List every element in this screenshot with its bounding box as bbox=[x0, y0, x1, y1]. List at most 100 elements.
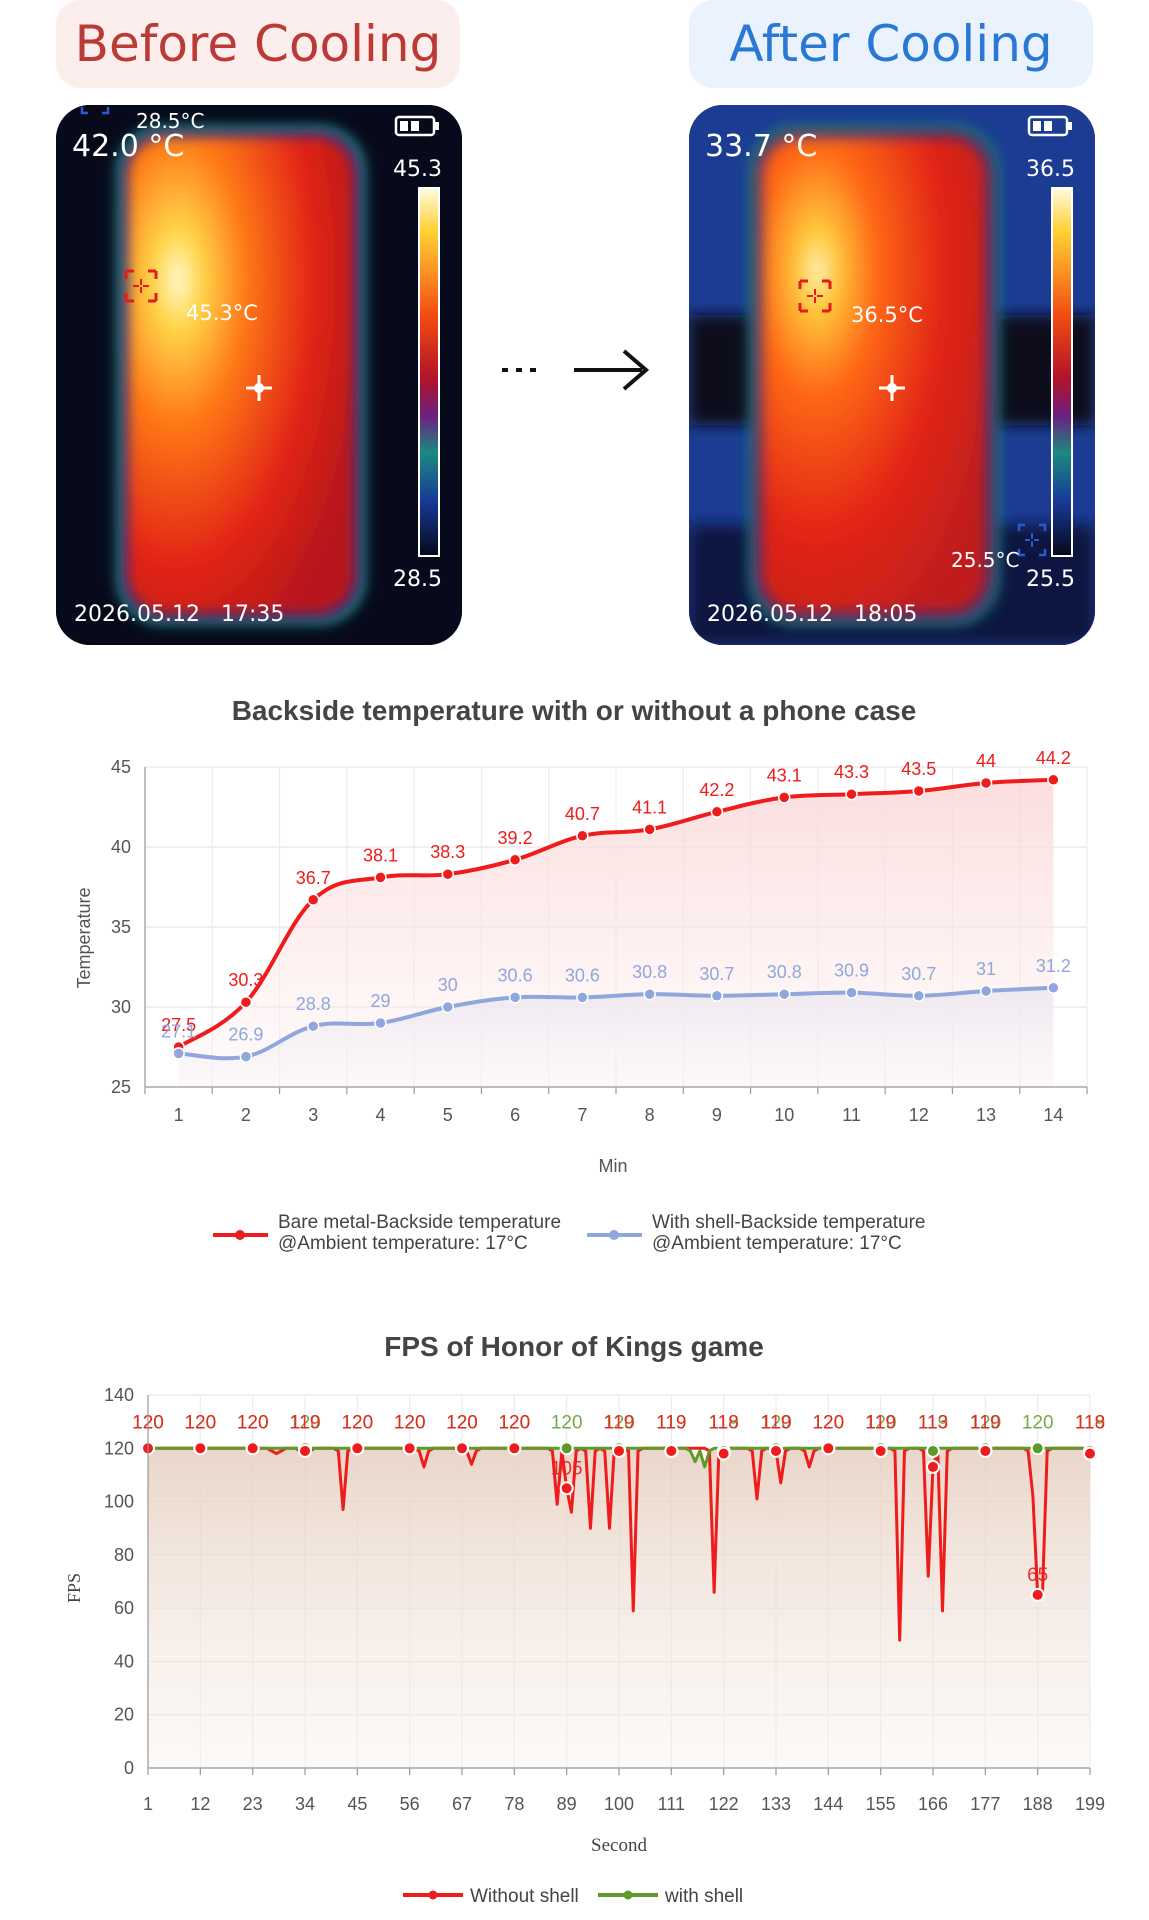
data-label: 29 bbox=[370, 991, 390, 1011]
y-tick-label: 140 bbox=[104, 1385, 134, 1405]
hot-spot-temperature: 36.5°C bbox=[851, 303, 923, 327]
data-label: 105 bbox=[551, 1458, 583, 1479]
series-line-with-shell bbox=[178, 985, 1054, 1061]
x-tick-label: 34 bbox=[295, 1794, 315, 1814]
cold-spot-marker-icon bbox=[1017, 523, 1047, 557]
data-label: 42.2 bbox=[699, 780, 734, 800]
data-point bbox=[239, 995, 253, 1009]
data-point bbox=[777, 987, 791, 1001]
cold-spot-marker-icon bbox=[80, 107, 110, 115]
capture-time: 18:05 bbox=[853, 602, 918, 627]
legend-marker-shell bbox=[609, 1230, 619, 1240]
x-tick-label: 9 bbox=[712, 1105, 722, 1125]
x-tick-label: 12 bbox=[909, 1105, 929, 1125]
center-crosshair-icon bbox=[879, 375, 905, 401]
scale-max: 45.3 bbox=[393, 157, 442, 182]
data-label: 120 bbox=[812, 1412, 844, 1433]
data-point bbox=[926, 1459, 940, 1474]
thermal-picture-before bbox=[56, 105, 462, 645]
x-tick-label: 3 bbox=[308, 1105, 318, 1125]
before-cooling-label: Before Cooling bbox=[56, 0, 460, 88]
data-label: 30.6 bbox=[498, 965, 533, 985]
y-tick-label: 25 bbox=[111, 1077, 131, 1097]
data-label: 41.1 bbox=[632, 797, 667, 817]
data-label: 43.5 bbox=[901, 759, 936, 779]
x-tick-label: 11 bbox=[842, 1105, 861, 1125]
data-label: 36.7 bbox=[296, 868, 331, 888]
data-label: 30 bbox=[438, 975, 458, 995]
capture-date: 2026.05.12 bbox=[74, 602, 200, 627]
x-tick-label: 1 bbox=[174, 1105, 184, 1125]
x-tick-label: 4 bbox=[375, 1105, 385, 1125]
data-point bbox=[769, 1443, 783, 1458]
y-tick-label: 40 bbox=[111, 837, 131, 857]
hot-spot-marker-icon bbox=[124, 269, 158, 303]
data-point bbox=[716, 1446, 731, 1461]
legend-label-bare: Bare metal-Backside temperature bbox=[278, 1212, 561, 1233]
data-point bbox=[979, 776, 993, 790]
battery-icon bbox=[394, 115, 439, 137]
data-label: 119 bbox=[290, 1412, 320, 1433]
data-label: 26.9 bbox=[228, 1025, 263, 1045]
x-tick-label: 89 bbox=[557, 1794, 577, 1814]
x-tick-label: 78 bbox=[504, 1794, 524, 1814]
x-tick-label: 199 bbox=[1075, 1794, 1105, 1814]
center-crosshair-icon bbox=[246, 375, 272, 401]
data-point bbox=[1083, 1446, 1097, 1461]
data-point bbox=[441, 867, 455, 881]
data-label: 119 bbox=[866, 1412, 896, 1433]
x-tick-label: 67 bbox=[452, 1794, 472, 1814]
x-tick-label: 8 bbox=[645, 1105, 655, 1125]
data-point bbox=[239, 1050, 253, 1063]
x-tick-label: 7 bbox=[577, 1105, 587, 1125]
y-tick-label: 35 bbox=[111, 917, 131, 937]
data-label: 120 bbox=[1022, 1412, 1054, 1433]
data-label: 30.8 bbox=[632, 962, 667, 982]
legend-label-shell: With shell-Backside temperature bbox=[652, 1212, 926, 1233]
battery-icon bbox=[1027, 115, 1072, 137]
x-tick-label: 5 bbox=[443, 1105, 453, 1125]
y-axis-label: Temperature bbox=[74, 887, 94, 988]
x-tick-label: 14 bbox=[1043, 1105, 1063, 1125]
legend-marker-bare bbox=[235, 1230, 245, 1240]
hot-spot-temperature: 45.3°C bbox=[186, 301, 258, 325]
legend-label-without-shell: Without shell bbox=[470, 1886, 579, 1907]
x-axis-label: Min bbox=[598, 1156, 627, 1176]
data-point bbox=[559, 1441, 574, 1456]
x-tick-label: 133 bbox=[761, 1794, 791, 1814]
data-label: 28.8 bbox=[296, 994, 331, 1014]
x-tick-label: 144 bbox=[813, 1794, 843, 1814]
legend-label-with-shell: with shell bbox=[664, 1886, 743, 1907]
data-label: 119 bbox=[656, 1412, 686, 1433]
x-tick-label: 12 bbox=[190, 1794, 210, 1814]
center-temperature: 42.0 °C bbox=[72, 129, 185, 164]
data-point bbox=[455, 1441, 469, 1456]
data-point bbox=[508, 853, 522, 867]
data-point bbox=[350, 1441, 365, 1456]
cold-spot-temperature: 28.5°C bbox=[136, 109, 205, 133]
x-tick-label: 2 bbox=[241, 1105, 251, 1125]
x-axis-label: Second bbox=[591, 1835, 647, 1856]
data-point bbox=[873, 1443, 888, 1458]
data-label: 119 bbox=[970, 1412, 1000, 1433]
data-point bbox=[306, 1019, 320, 1033]
x-tick-label: 23 bbox=[243, 1794, 263, 1814]
data-label: 30.8 bbox=[767, 962, 802, 982]
data-point bbox=[664, 1443, 679, 1458]
data-point bbox=[821, 1441, 836, 1456]
data-point bbox=[508, 991, 522, 1004]
data-point bbox=[193, 1441, 208, 1456]
data-label: 120 bbox=[498, 1412, 530, 1433]
data-label: 43.3 bbox=[834, 762, 869, 782]
chart-title: FPS of Honor of Kings game bbox=[384, 1331, 764, 1362]
chart-title: Backside temperature with or without a p… bbox=[232, 695, 917, 726]
data-point bbox=[777, 791, 791, 804]
data-label: 30.7 bbox=[699, 964, 734, 984]
data-label: 120 bbox=[237, 1412, 269, 1433]
data-point bbox=[374, 1016, 387, 1030]
data-point bbox=[926, 1443, 940, 1458]
data-label: 44.2 bbox=[1036, 748, 1071, 768]
data-label: 120 bbox=[446, 1412, 478, 1433]
data-label: 120 bbox=[760, 1412, 792, 1433]
legend-marker-without-shell bbox=[428, 1890, 438, 1900]
